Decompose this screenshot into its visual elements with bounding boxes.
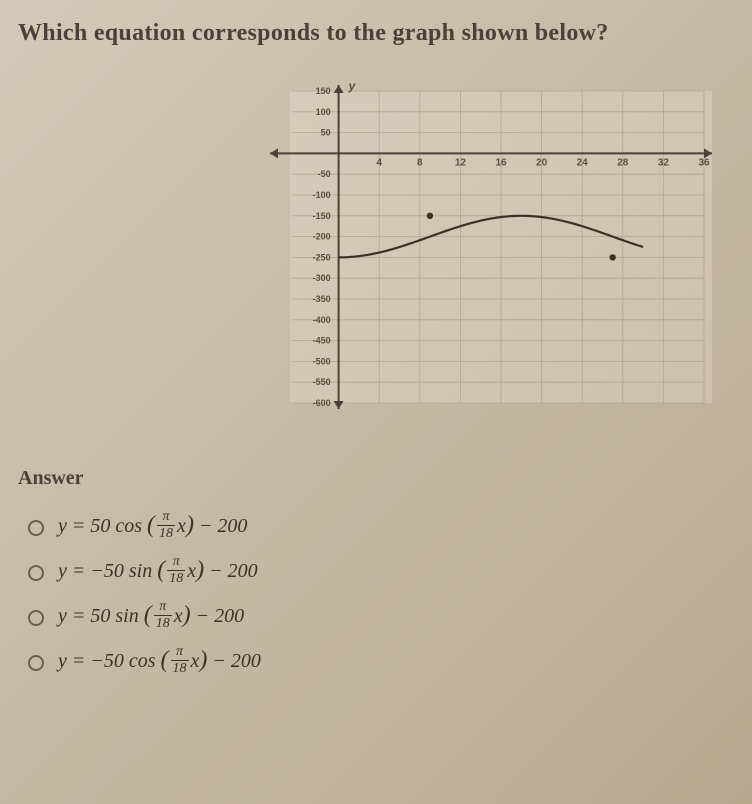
- svg-text:20: 20: [536, 157, 548, 168]
- svg-text:24: 24: [577, 157, 589, 168]
- svg-text:-450: -450: [313, 336, 331, 346]
- svg-text:-300: -300: [313, 273, 331, 283]
- svg-text:-250: -250: [313, 252, 331, 262]
- radio-icon[interactable]: [28, 565, 44, 581]
- svg-text:-550: -550: [313, 377, 331, 387]
- option-1[interactable]: y = −50 sin (π18x) − 200: [28, 557, 734, 588]
- svg-text:8: 8: [417, 157, 423, 168]
- graph-container: 4 8 12 16 20 24 28 32 36 150 100 50 -50 -100 -150 -200 -…: [238, 77, 718, 417]
- svg-text:150: 150: [316, 86, 331, 96]
- option-3[interactable]: y = −50 cos (π18x) − 200: [28, 647, 734, 678]
- svg-text:32: 32: [658, 157, 670, 168]
- svg-text:-200: -200: [313, 232, 331, 242]
- svg-text:50: 50: [321, 128, 331, 138]
- equation-text: y = −50 sin (π18x) − 200: [58, 557, 258, 588]
- radio-icon[interactable]: [28, 520, 44, 536]
- radio-icon[interactable]: [28, 610, 44, 626]
- svg-text:36: 36: [698, 157, 710, 168]
- svg-text:4: 4: [376, 157, 382, 168]
- question-text: Which equation corresponds to the graph …: [18, 20, 734, 47]
- equation-text: y = 50 cos (π18x) − 200: [58, 512, 247, 543]
- equation-text: y = −50 cos (π18x) − 200: [58, 647, 261, 678]
- answer-heading: Answer: [18, 467, 734, 490]
- svg-text:16: 16: [495, 157, 507, 168]
- options-list: y = 50 cos (π18x) − 200 y = −50 sin (π18x…: [28, 512, 734, 678]
- svg-text:-500: -500: [313, 356, 331, 366]
- svg-text:-350: -350: [313, 294, 331, 304]
- svg-text:-150: -150: [313, 211, 331, 221]
- svg-text:-600: -600: [313, 398, 331, 408]
- svg-text:-100: -100: [313, 190, 331, 200]
- svg-text:100: 100: [316, 107, 331, 117]
- svg-text:y: y: [348, 79, 357, 93]
- svg-text:-50: -50: [318, 169, 331, 179]
- option-2[interactable]: y = 50 sin (π18x) − 200: [28, 602, 734, 633]
- radio-icon[interactable]: [28, 655, 44, 671]
- svg-text:28: 28: [617, 157, 629, 168]
- svg-text:-400: -400: [313, 315, 331, 325]
- option-0[interactable]: y = 50 cos (π18x) − 200: [28, 512, 734, 543]
- svg-text:12: 12: [455, 157, 467, 168]
- equation-text: y = 50 sin (π18x) − 200: [58, 602, 244, 633]
- graph-svg: 4 8 12 16 20 24 28 32 36 150 100 50 -50 -100 -150 -200 -…: [238, 77, 718, 417]
